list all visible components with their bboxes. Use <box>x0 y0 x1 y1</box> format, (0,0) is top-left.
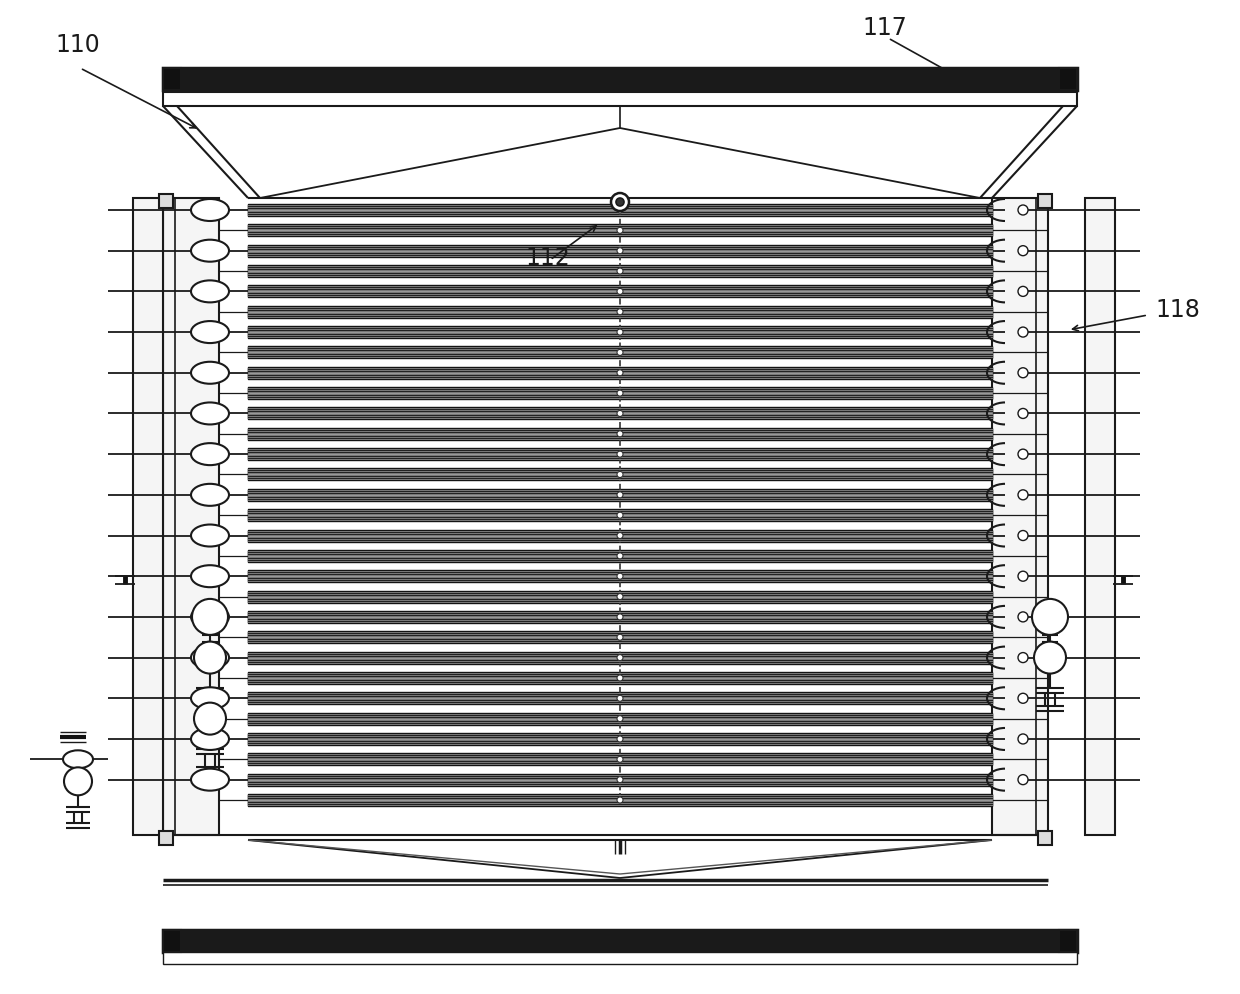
Circle shape <box>618 248 622 253</box>
Circle shape <box>193 641 226 674</box>
Ellipse shape <box>191 728 229 749</box>
Circle shape <box>1018 734 1028 744</box>
Circle shape <box>618 695 622 702</box>
Circle shape <box>618 776 622 782</box>
Circle shape <box>618 329 622 335</box>
Text: 112: 112 <box>525 246 569 270</box>
Circle shape <box>618 390 622 396</box>
Circle shape <box>618 288 622 294</box>
Circle shape <box>1018 205 1028 215</box>
Circle shape <box>618 471 622 477</box>
Ellipse shape <box>191 687 229 710</box>
Text: 117: 117 <box>862 16 906 40</box>
Ellipse shape <box>191 606 229 628</box>
Circle shape <box>618 451 622 457</box>
Circle shape <box>1018 653 1028 663</box>
Ellipse shape <box>191 443 229 465</box>
Circle shape <box>618 593 622 599</box>
Circle shape <box>618 411 622 416</box>
Bar <box>133 198 162 835</box>
Bar <box>162 68 1078 90</box>
Ellipse shape <box>191 768 229 790</box>
Bar <box>1085 198 1115 835</box>
Bar <box>162 930 181 952</box>
Circle shape <box>618 533 622 539</box>
Circle shape <box>618 430 622 436</box>
Circle shape <box>1034 641 1066 674</box>
Bar <box>1038 831 1052 845</box>
Bar <box>162 952 1078 964</box>
Circle shape <box>618 614 622 620</box>
Bar <box>1038 194 1052 208</box>
Ellipse shape <box>191 403 229 424</box>
Circle shape <box>618 370 622 376</box>
Ellipse shape <box>191 566 229 587</box>
Circle shape <box>1018 246 1028 255</box>
Circle shape <box>618 675 622 681</box>
Circle shape <box>64 767 92 795</box>
Ellipse shape <box>191 280 229 302</box>
Bar <box>162 68 181 90</box>
Circle shape <box>618 228 622 234</box>
Circle shape <box>1018 693 1028 704</box>
Circle shape <box>1018 774 1028 784</box>
Circle shape <box>618 350 622 356</box>
Ellipse shape <box>191 362 229 384</box>
Text: 118: 118 <box>1154 298 1200 322</box>
Circle shape <box>618 207 622 213</box>
Ellipse shape <box>191 240 229 261</box>
Circle shape <box>618 716 622 722</box>
Circle shape <box>192 599 228 635</box>
Circle shape <box>193 703 226 735</box>
Circle shape <box>611 193 629 211</box>
Circle shape <box>618 797 622 803</box>
Circle shape <box>1018 286 1028 296</box>
Ellipse shape <box>191 525 229 547</box>
Bar <box>159 831 174 845</box>
Circle shape <box>1018 572 1028 581</box>
Bar <box>159 194 174 208</box>
Circle shape <box>618 268 622 274</box>
Circle shape <box>1018 531 1028 541</box>
Bar <box>162 930 1078 952</box>
Circle shape <box>616 198 624 206</box>
Circle shape <box>1018 368 1028 378</box>
Circle shape <box>1032 599 1068 635</box>
Circle shape <box>1018 490 1028 500</box>
Circle shape <box>618 492 622 498</box>
Bar <box>992 198 1048 835</box>
Ellipse shape <box>191 484 229 506</box>
Ellipse shape <box>191 199 229 221</box>
Circle shape <box>618 512 622 518</box>
Bar <box>1059 68 1078 90</box>
Circle shape <box>618 736 622 742</box>
Circle shape <box>1018 409 1028 418</box>
Ellipse shape <box>191 646 229 669</box>
Circle shape <box>618 309 622 315</box>
Ellipse shape <box>63 750 93 768</box>
Circle shape <box>618 553 622 559</box>
Circle shape <box>1018 612 1028 622</box>
Circle shape <box>1018 327 1028 337</box>
Circle shape <box>618 756 622 762</box>
Circle shape <box>1018 449 1028 459</box>
Circle shape <box>618 634 622 640</box>
Bar <box>162 92 1078 106</box>
Bar <box>162 198 219 835</box>
Bar <box>1059 930 1078 952</box>
Circle shape <box>618 574 622 580</box>
Circle shape <box>618 655 622 661</box>
Ellipse shape <box>191 321 229 343</box>
Text: 110: 110 <box>55 33 99 57</box>
